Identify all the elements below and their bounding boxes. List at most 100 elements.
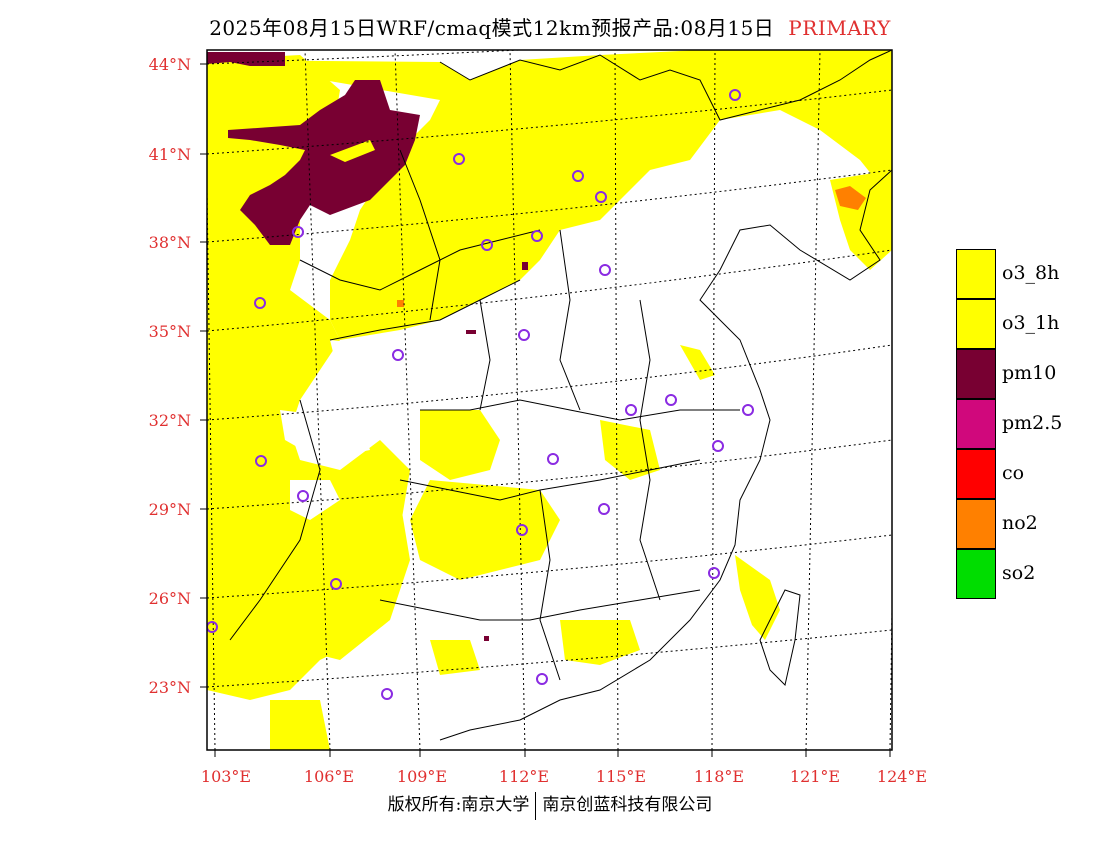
legend-swatch: [956, 449, 996, 499]
ozone-shanxi: [440, 190, 540, 300]
legend-label: so2: [1002, 562, 1036, 584]
lon-label: 118°E: [694, 767, 744, 786]
lat-labels: 44°N 41°N 38°N 35°N 32°N 29°N 26°N 23°N: [149, 55, 191, 697]
lat-label: 29°N: [149, 500, 191, 519]
lat-label: 44°N: [149, 55, 191, 74]
city-marker-12: [665, 394, 677, 406]
legend-label: pm2.5: [1002, 412, 1063, 434]
legend-swatch: [956, 349, 996, 399]
clear-patch-3: [290, 480, 340, 520]
taiwan: [759, 589, 801, 686]
ozone-jiangxi: [600, 420, 660, 480]
lat-label: 38°N: [149, 233, 191, 252]
lat-38: [207, 169, 892, 243]
map-content: [207, 50, 892, 750]
lat-label: 26°N: [149, 589, 191, 608]
copyright-separator: [535, 791, 537, 820]
city-marker-23: [207, 621, 218, 633]
lon-label: 121°E: [790, 767, 840, 786]
city-marker-22: [330, 578, 342, 590]
province-6: [479, 299, 491, 411]
province-11: [399, 149, 441, 321]
lat-32: [207, 344, 892, 421]
pm10-dot-1: [522, 262, 528, 270]
ozone-north: [207, 50, 892, 340]
map-title: 2025年08月15日WRF/cmaq模式12km预报产品:08月15日 PRIM…: [0, 12, 1100, 41]
ozone-anhui: [680, 345, 715, 380]
axis-ticks: [200, 63, 891, 757]
city-marker-13: [625, 404, 637, 416]
title-text: 2025年08月15日WRF/cmaq模式12km预报产品:08月15日: [209, 16, 775, 40]
copyright: 版权所有:南京大学 南京创蓝科技有限公司: [0, 790, 1100, 820]
province-10: [229, 399, 321, 641]
pm10-holes: [330, 140, 375, 162]
copyright-left: 版权所有:南京大学: [387, 795, 530, 815]
province-8: [639, 299, 661, 601]
city-marker-25: [381, 688, 393, 700]
city-marker-19: [598, 503, 610, 515]
city-marker-9: [254, 297, 266, 309]
lon-label: 109°E: [397, 767, 447, 786]
city-marker-4: [595, 191, 607, 203]
legend-label: o3_8h: [1002, 262, 1060, 284]
lat-35: [207, 249, 892, 332]
border-north: [439, 50, 892, 121]
legend-label: o3_1h: [1002, 312, 1060, 334]
ozone-central-1: [420, 410, 500, 480]
city-marker-10: [518, 329, 530, 341]
legend-swatch: [956, 499, 996, 549]
city-marker-14: [742, 404, 754, 416]
ozone-hunan: [560, 620, 640, 665]
city-marker-20: [516, 524, 528, 536]
lon-103: [207, 154, 216, 750]
clear-patch-2: [280, 410, 370, 460]
legend-swatch: [956, 249, 996, 299]
province-9: [539, 489, 561, 681]
city-marker-2: [453, 153, 465, 165]
lon-109: [394, 50, 421, 750]
province-1: [329, 279, 521, 341]
ozone-guangxi: [430, 640, 480, 675]
lon-121: [805, 50, 821, 750]
legend-swatch: [956, 549, 996, 599]
no2-region: [397, 186, 866, 307]
city-marker-1: [729, 89, 741, 101]
legend-label: no2: [1002, 512, 1038, 534]
ozone-south-1: [290, 500, 410, 660]
lon-106: [304, 50, 331, 750]
lon-118: [711, 50, 716, 750]
lat-label: 32°N: [149, 411, 191, 430]
ozone-central-2: [410, 480, 560, 580]
legend-label: co: [1002, 462, 1025, 484]
coastline: [439, 169, 892, 741]
city-markers: [207, 89, 754, 700]
pm10-hole: [330, 140, 375, 162]
lat-26: [207, 534, 892, 599]
boundaries: [229, 50, 892, 741]
legend-swatch: [956, 299, 996, 349]
lon-label: 124°E: [877, 767, 927, 786]
province-5: [379, 589, 701, 621]
pm10-nw-corner: [207, 52, 285, 66]
city-marker-24: [536, 673, 548, 685]
province-7: [559, 229, 581, 411]
lon-label: 106°E: [304, 767, 354, 786]
city-marker-11: [392, 349, 404, 361]
primary-tag: PRIMARY: [788, 16, 891, 40]
ozone-fujian: [735, 555, 780, 640]
city-marker-21: [708, 567, 720, 579]
city-marker-18: [297, 490, 309, 502]
pm10-dot-3: [484, 636, 489, 641]
city-marker-3: [572, 170, 584, 182]
ozone-south-2: [270, 700, 330, 750]
lon-label: 115°E: [596, 767, 646, 786]
no2-dalian: [835, 186, 866, 210]
lon-label: 112°E: [499, 767, 549, 786]
lat-29: [207, 439, 892, 510]
no2-dot-1: [397, 300, 404, 307]
legend-label: pm10: [1002, 362, 1057, 384]
lon-115: [614, 50, 619, 750]
map-frame: [206, 49, 893, 751]
legend-swatch: [956, 399, 996, 449]
